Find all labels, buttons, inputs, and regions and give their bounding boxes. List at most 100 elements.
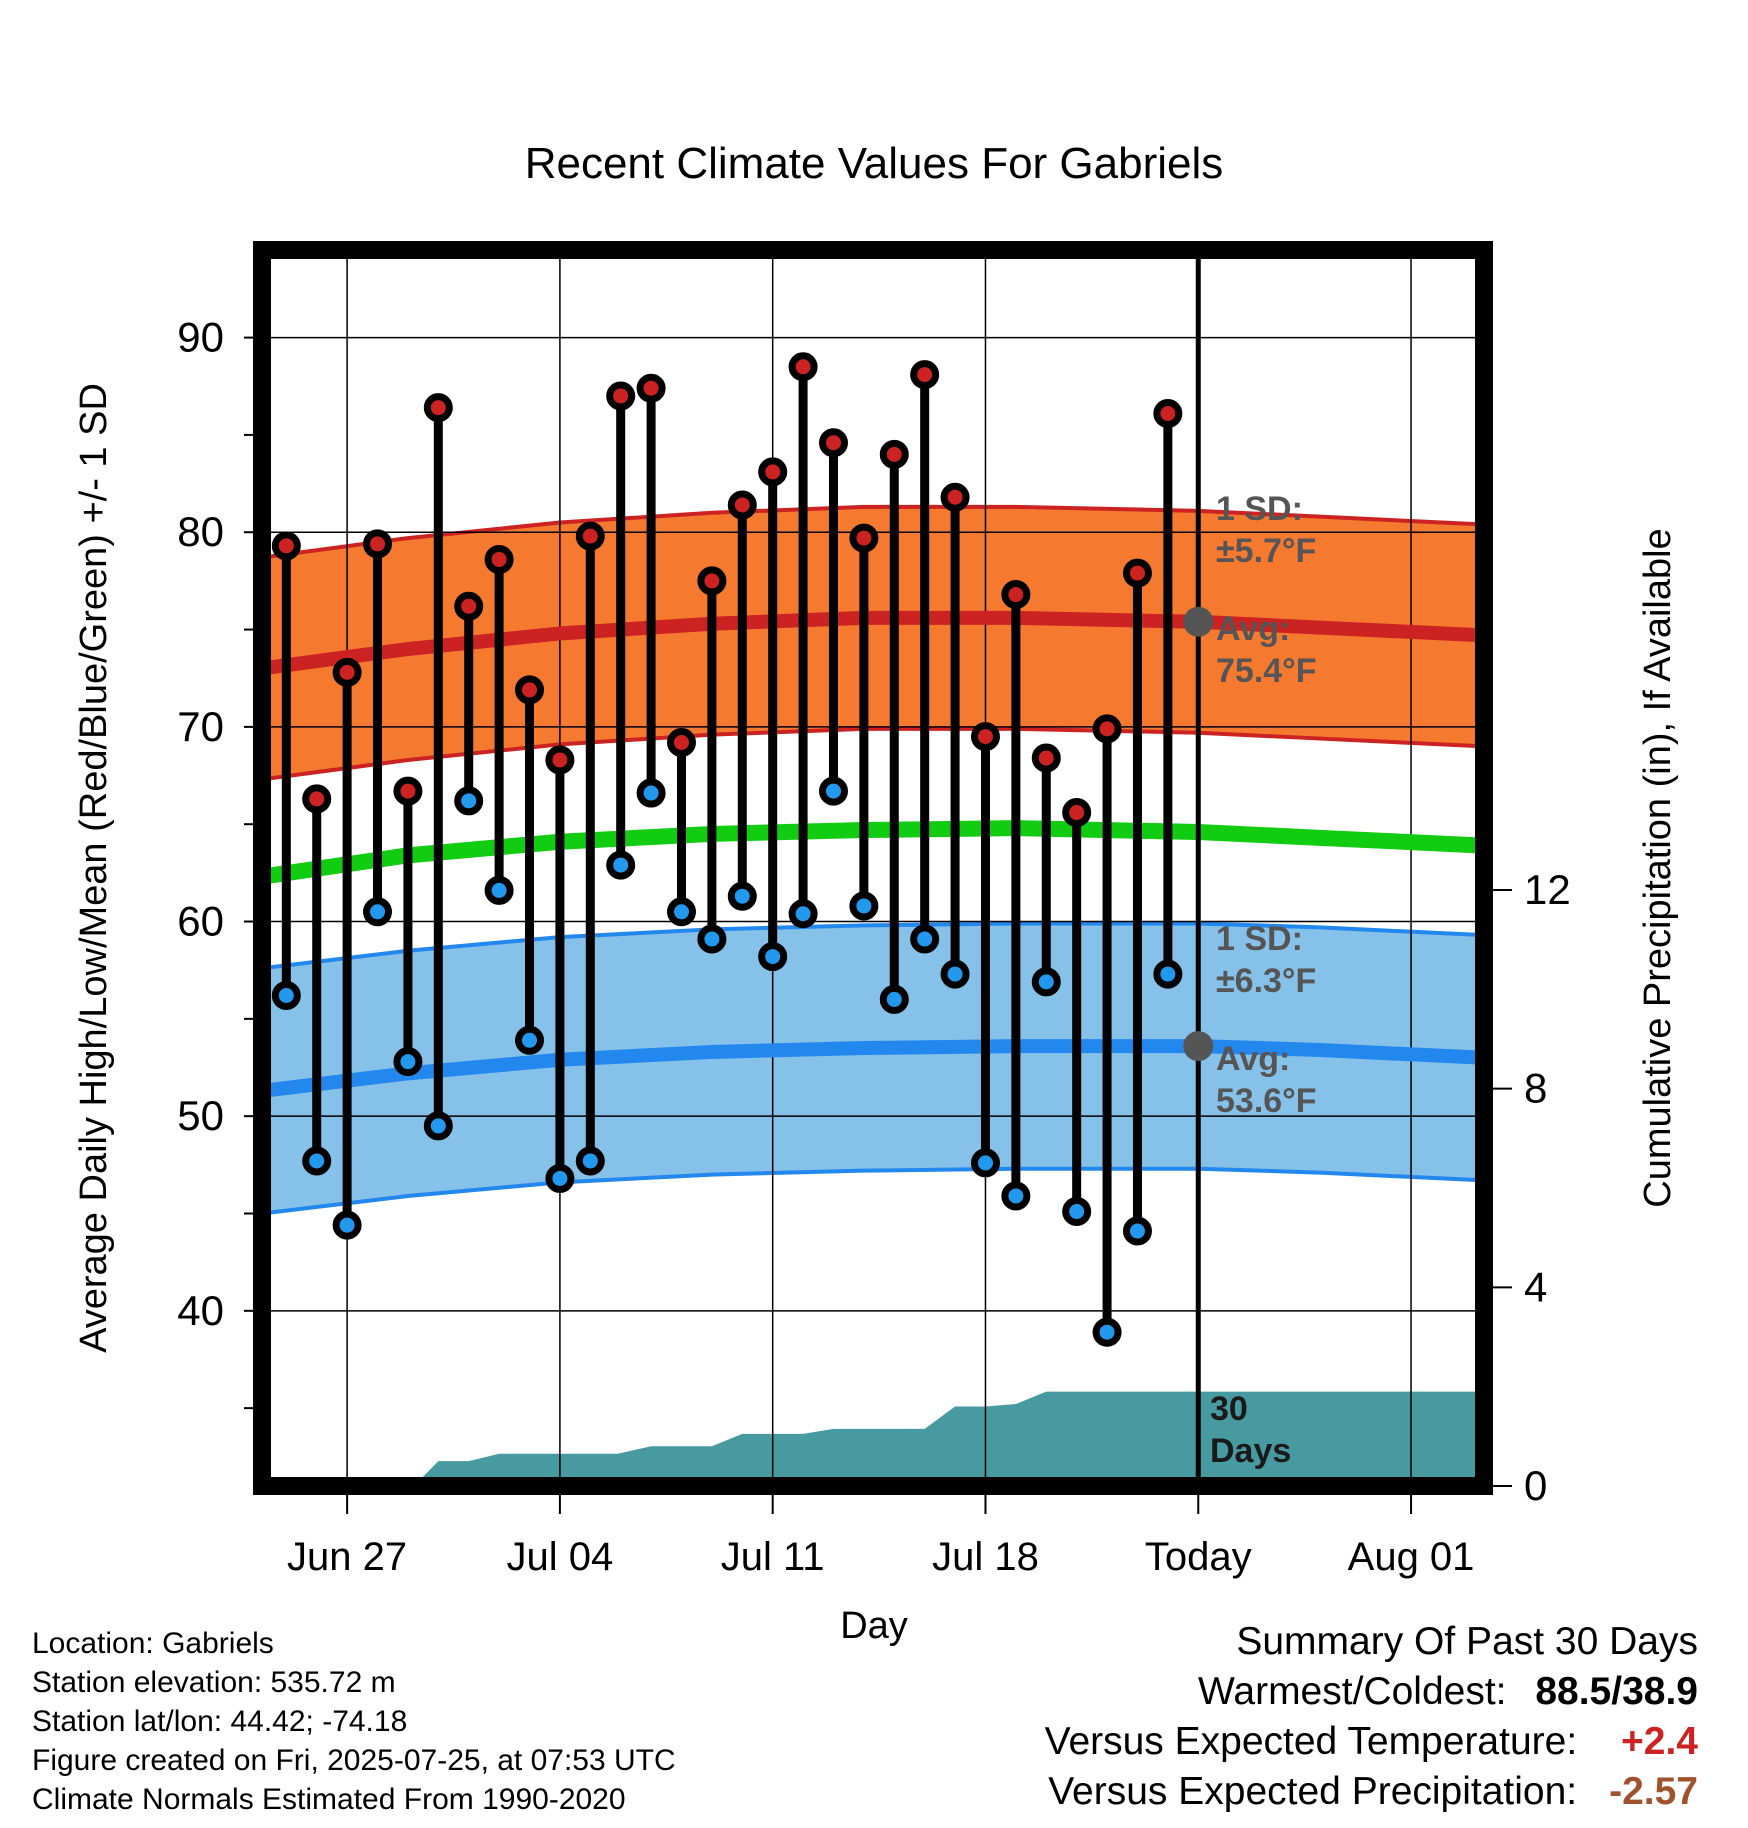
low-point [575, 1146, 605, 1176]
x-tick-label: Today [1145, 1535, 1252, 1579]
mean-average-line [262, 820, 1484, 885]
low-point [271, 980, 301, 1010]
high-point [1062, 798, 1092, 828]
temp-value: +2.4 [1621, 1720, 1698, 1763]
info-elevation: Station elevation: 535.72 m [32, 1666, 396, 1699]
high-point [818, 428, 848, 458]
high-point [606, 381, 636, 411]
info-created: Figure created on Fri, 2025-07-25, at 07… [32, 1744, 676, 1777]
precip-value: -2.57 [1609, 1770, 1698, 1813]
high-point [849, 523, 879, 553]
temp-label: Versus Expected Temperature: [1044, 1720, 1578, 1763]
days-count: 30 [1210, 1390, 1248, 1428]
low-point [1001, 1181, 1031, 1211]
high-point [1122, 558, 1152, 588]
summary-heading: Summary Of Past 30 Days [1236, 1620, 1698, 1663]
x-tick-label: Jul 04 [507, 1535, 614, 1579]
precip-label: Versus Expected Precipitation: [1048, 1770, 1578, 1813]
x-tick-label: Jul 18 [932, 1535, 1039, 1579]
y2-tick-label: 4 [1524, 1263, 1547, 1310]
y-tick-label: 60 [177, 898, 224, 945]
high-point [454, 591, 484, 621]
high-point [666, 727, 696, 757]
high-avg-value: 75.4°F [1216, 652, 1317, 690]
today-high-avg-marker [1183, 606, 1214, 637]
low-avg-label: Avg: [1216, 1040, 1290, 1078]
low-point [1122, 1216, 1152, 1246]
low-sd-label: 1 SD: [1216, 920, 1303, 958]
precipitation-area [262, 1391, 1484, 1486]
low-point [666, 897, 696, 927]
low-point [545, 1163, 575, 1193]
low-point [423, 1111, 453, 1141]
days-label: Days [1210, 1432, 1291, 1470]
low-point [302, 1146, 332, 1176]
x-axis-label: Day [840, 1605, 908, 1647]
high-point [271, 531, 301, 561]
high-point [393, 776, 423, 806]
low-point [879, 984, 909, 1014]
low-point [484, 875, 514, 905]
low-point [363, 897, 393, 927]
x-tick-label: Aug 01 [1348, 1535, 1475, 1579]
high-point [545, 745, 575, 775]
info-latlon: Station lat/lon: 44.42; -74.18 [32, 1705, 408, 1738]
high-avg-label: Avg: [1216, 610, 1290, 648]
high-sd-label: 1 SD: [1216, 490, 1303, 528]
low-point [697, 924, 727, 954]
low-sd-upper-edge [262, 921, 1484, 971]
high-point [515, 675, 545, 705]
low-point [727, 881, 757, 911]
high-point [332, 657, 362, 687]
low-point [393, 1047, 423, 1077]
high-point [1001, 580, 1031, 610]
y-tick-label: 70 [177, 703, 224, 750]
low-point [1153, 959, 1183, 989]
low-sd-band [262, 923, 1484, 1214]
y-tick-label: 80 [177, 508, 224, 555]
plot-frame [253, 241, 1493, 1495]
high-point [302, 784, 332, 814]
high-point [697, 566, 727, 596]
low-point [1062, 1197, 1092, 1227]
high-point [423, 393, 453, 423]
low-point [758, 942, 788, 972]
high-point [910, 360, 940, 390]
high-point [879, 439, 909, 469]
y-axis-label: Average Daily High/Low/Mean (Red/Blue/Gr… [73, 383, 115, 1353]
warm-cold-value: 88.5/38.9 [1535, 1670, 1698, 1713]
y-tick-label: 50 [177, 1092, 224, 1139]
y2-axis-label: Cumulative Precipitation (in), If Availa… [1637, 528, 1679, 1207]
low-point [636, 778, 666, 808]
high-point [1031, 743, 1061, 773]
info-location: Location: Gabriels [32, 1627, 274, 1660]
low-point [515, 1025, 545, 1055]
low-sd-lower-edge [262, 1166, 1484, 1216]
high-point [484, 544, 514, 574]
low-point [788, 899, 818, 929]
high-point [636, 373, 666, 403]
summary-precip: Versus Expected Precipitation: -2.57 [1048, 1770, 1698, 1814]
warm-cold-label: Warmest/Coldest: [1198, 1670, 1507, 1713]
high-sd-band [262, 506, 1484, 780]
y-tick-label: 40 [177, 1287, 224, 1334]
low-point [1031, 967, 1061, 997]
low-point [849, 891, 879, 921]
high-point [940, 482, 970, 512]
low-point [910, 924, 940, 954]
y2-tick-label: 8 [1524, 1065, 1547, 1112]
x-tick-label: Jun 27 [287, 1535, 407, 1579]
high-point [788, 352, 818, 382]
high-point [363, 529, 393, 559]
high-point [970, 722, 1000, 752]
high-point [727, 490, 757, 520]
low-point [1092, 1317, 1122, 1347]
high-sd-value: ±5.7°F [1216, 532, 1316, 570]
high-point [575, 521, 605, 551]
high-point [758, 457, 788, 487]
today-low-avg-marker [1183, 1031, 1214, 1062]
y2-tick-label: 0 [1524, 1462, 1547, 1509]
summary-temp: Versus Expected Temperature: +2.4 [1045, 1720, 1698, 1764]
low-sd-value: ±6.3°F [1216, 962, 1316, 1000]
